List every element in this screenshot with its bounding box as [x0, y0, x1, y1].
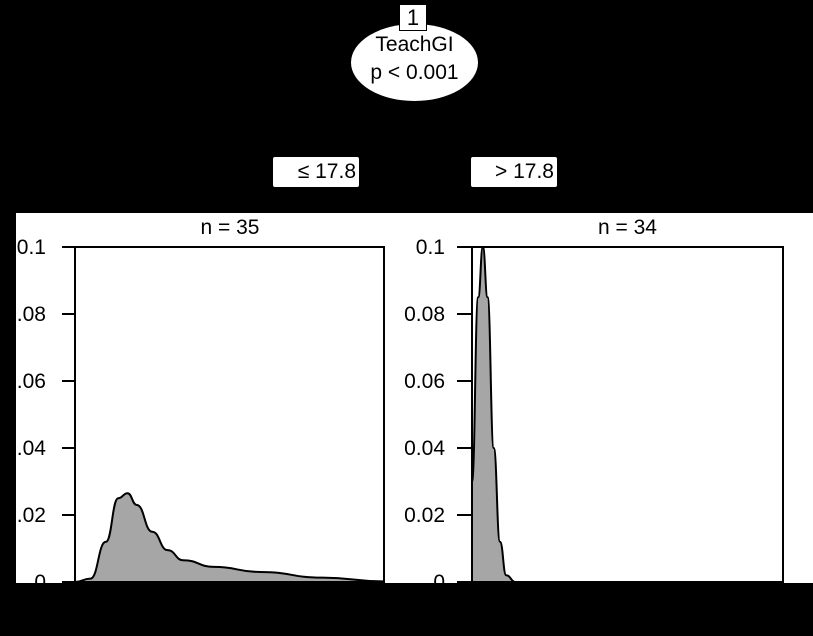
right-density-plot: [457, 245, 784, 584]
split-node-ellipse: [351, 24, 478, 101]
split-p-value: p < 0.001: [370, 61, 459, 84]
ytick-right-0.1: 0.1: [415, 236, 445, 259]
ytick-left-0.04: .04: [16, 437, 46, 460]
ytick-right-0.08: 0.08: [404, 303, 445, 326]
right-yaxis-ticks: [457, 246, 472, 583]
left-density-plot: [62, 246, 385, 583]
ytick-right-0: 0: [433, 571, 445, 594]
split-variable: TeachGI: [375, 33, 454, 56]
bottom-margin: [0, 583, 813, 636]
terminal-n-left: n = 35: [200, 216, 260, 239]
right-density-area: [471, 245, 783, 584]
right-plot-frame: [471, 246, 784, 583]
terminal-panel-right: [387, 213, 813, 585]
terminal-n-right: n = 34: [598, 216, 657, 239]
ytick-right-0.02: 0.02: [404, 504, 445, 527]
ytick-left-0.1: 0.1: [16, 236, 46, 259]
left-yaxis-ticks: [62, 246, 75, 583]
ytick-left-0.02: .02: [16, 504, 46, 527]
ytick-left-0: 0: [34, 571, 46, 594]
edge-label-left: ≤ 17.8: [273, 157, 359, 187]
edge-label-right: > 17.8: [471, 157, 557, 187]
terminal-panel-left: [16, 213, 388, 583]
ytick-right-0.04: 0.04: [404, 437, 445, 460]
ytick-right-0.06: 0.06: [404, 370, 445, 393]
ytick-left-0.08: .08: [16, 303, 46, 326]
node-id: 1: [399, 4, 427, 31]
left-density-area: [74, 492, 385, 583]
left-plot-frame: [74, 246, 385, 583]
ytick-left-0.06: .06: [16, 370, 46, 393]
